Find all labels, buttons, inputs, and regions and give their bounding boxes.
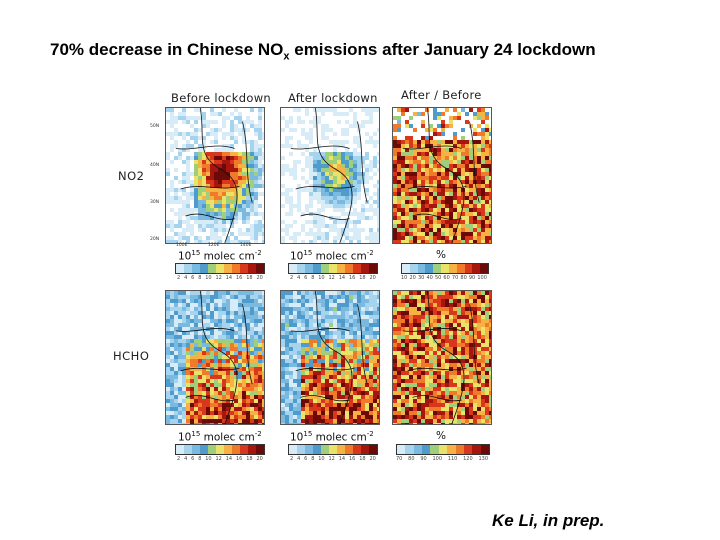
colorbar-tick: 30 <box>417 275 425 281</box>
colorbar-tick: 2 <box>177 275 181 281</box>
colorbar-tick: 8 <box>311 275 315 281</box>
colorbar-tick: 16 <box>236 456 243 462</box>
colorbar-tick: 4 <box>297 456 301 462</box>
column-label-after: After lockdown <box>288 91 378 105</box>
lat-tick: 50N <box>150 124 160 129</box>
colorbar-tick: 4 <box>184 456 188 462</box>
map-no2-after <box>280 107 380 244</box>
colorbar-tick: 100 <box>477 275 487 281</box>
row-label-no2: NO2 <box>118 169 145 183</box>
colorbar-tick: 6 <box>304 275 308 281</box>
colorbar-tick: 80 <box>408 456 415 462</box>
colorbar-tick: 8 <box>198 275 202 281</box>
colorbar-tick: 50 <box>434 275 442 281</box>
colorbar-tick: 70 <box>451 275 459 281</box>
map-hcho-ratio <box>392 290 492 425</box>
colorbar-tick: 10 <box>205 456 212 462</box>
colorbar-tick: 16 <box>349 275 356 281</box>
colorbar-tick: 10 <box>401 275 408 281</box>
colorbar-tick: 16 <box>236 275 243 281</box>
colorbar-tick: 20 <box>369 275 376 281</box>
colorbar-tick: 14 <box>225 275 233 281</box>
colorbar-no2-ratio <box>401 263 489 274</box>
map-hcho-after <box>280 290 380 425</box>
colorbar-ticks-hcho-after: 2 4 6 8 10 12 14 16 18 20 <box>290 456 376 462</box>
colorbar-tick: 2 <box>290 275 294 281</box>
colorbar-tick: 12 <box>215 275 222 281</box>
column-label-ratio: After / Before <box>401 88 482 102</box>
unit-label-no2-before: 1015 molec cm-2 <box>178 249 262 263</box>
colorbar-tick: 2 <box>177 456 181 462</box>
unit-label-no2-ratio: % <box>436 249 446 261</box>
map-hcho-before <box>165 290 265 425</box>
colorbar-tick: 130 <box>478 456 488 462</box>
colorbar-tick: 6 <box>304 456 308 462</box>
colorbar-tick: 20 <box>256 275 263 281</box>
colorbar-tick: 8 <box>198 456 202 462</box>
colorbar-tick: 70 <box>396 456 403 462</box>
citation: Ke Li, in prep. <box>492 511 605 530</box>
lat-tick: 30N <box>150 200 160 205</box>
colorbar-ticks-hcho-ratio: 70 80 90 100 110 120 130 <box>396 456 488 462</box>
colorbar-tick: 60 <box>443 275 450 281</box>
title-subscript: x <box>283 50 290 63</box>
colorbar-ticks-no2-ratio: 10 20 30 40 50 60 70 80 90 100 <box>401 275 487 281</box>
title-text-b: emissions after January 24 lockdown <box>289 40 596 59</box>
unit-label-hcho-ratio: % <box>436 430 446 442</box>
lat-tick: 20N <box>150 237 160 242</box>
colorbar-hcho-ratio <box>396 444 490 455</box>
title-text-a: 70% decrease in Chinese NO <box>50 40 284 59</box>
colorbar-tick: 20 <box>256 456 263 462</box>
colorbar-tick: 8 <box>311 456 315 462</box>
unit-label-no2-after: 1015 molec cm-2 <box>290 249 374 263</box>
colorbar-tick: 12 <box>328 275 335 281</box>
colorbar-tick: 6 <box>191 456 195 462</box>
lat-tick: 40N <box>150 163 160 168</box>
colorbar-tick: 90 <box>420 456 427 462</box>
unit-label-hcho-before: 1015 molec cm-2 <box>178 430 262 444</box>
lon-tick: 140E <box>240 243 252 248</box>
colorbar-tick: 14 <box>225 456 233 462</box>
colorbar-tick: 4 <box>297 275 301 281</box>
colorbar-tick: 12 <box>328 456 335 462</box>
colorbar-tick: 14 <box>338 275 346 281</box>
colorbar-tick: 18 <box>359 456 366 462</box>
colorbar-tick: 100 <box>432 456 443 462</box>
colorbar-tick: 4 <box>184 275 188 281</box>
colorbar-tick: 2 <box>290 456 294 462</box>
lon-tick: 100E <box>176 243 188 248</box>
colorbar-ticks-hcho-before: 2 4 6 8 10 12 14 16 18 20 <box>177 456 263 462</box>
colorbar-tick: 120 <box>463 456 473 462</box>
colorbar-tick: 10 <box>205 275 212 281</box>
map-no2-before <box>165 107 265 244</box>
colorbar-tick: 110 <box>447 456 458 462</box>
map-no2-ratio <box>392 107 492 244</box>
colorbar-ticks-no2-before: 2 4 6 8 10 12 14 16 18 20 <box>177 275 263 281</box>
colorbar-hcho-before <box>175 444 265 455</box>
colorbar-tick: 6 <box>191 275 195 281</box>
lon-tick: 120E <box>208 243 220 248</box>
row-label-hcho: HCHO <box>113 349 150 363</box>
colorbar-tick: 14 <box>338 456 346 462</box>
colorbar-tick: 20 <box>369 456 376 462</box>
colorbar-tick: 18 <box>246 456 253 462</box>
colorbar-no2-after <box>288 263 378 274</box>
colorbar-tick: 80 <box>460 275 467 281</box>
column-label-before: Before lockdown <box>171 91 271 105</box>
colorbar-ticks-no2-after: 2 4 6 8 10 12 14 16 18 20 <box>290 275 376 281</box>
colorbar-tick: 10 <box>318 456 325 462</box>
colorbar-tick: 10 <box>318 275 325 281</box>
colorbar-tick: 18 <box>359 275 366 281</box>
colorbar-tick: 12 <box>215 456 222 462</box>
colorbar-tick: 40 <box>426 275 433 281</box>
colorbar-no2-before <box>175 263 265 274</box>
slide-title: 70% decrease in Chinese NOx emissions af… <box>50 40 596 62</box>
unit-label-hcho-after: 1015 molec cm-2 <box>290 430 374 444</box>
colorbar-tick: 16 <box>349 456 356 462</box>
colorbar-tick: 18 <box>246 275 253 281</box>
colorbar-hcho-after <box>288 444 378 455</box>
colorbar-tick: 90 <box>468 275 476 281</box>
colorbar-tick: 20 <box>409 275 416 281</box>
